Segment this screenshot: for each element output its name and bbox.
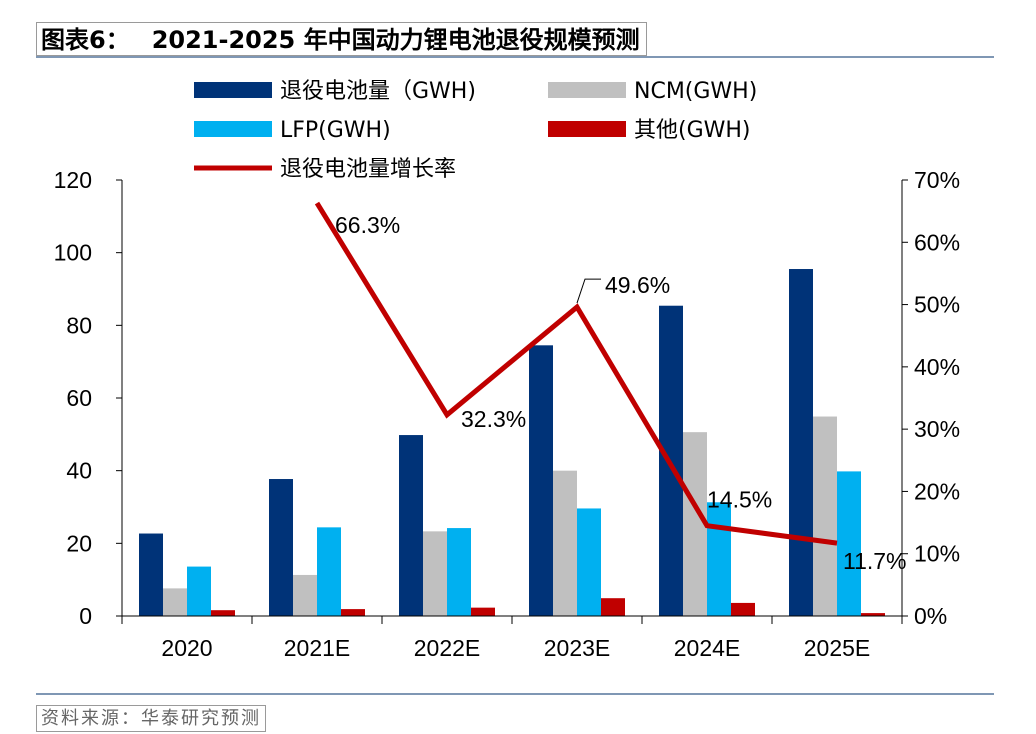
right-tick-label: 20% [914,478,960,504]
bar-2-2021E [293,574,317,616]
legend-label: NCM(GWH) [634,79,757,104]
figure-title: 图表6： 2021-2025 年中国动力锂电池退役规模预测 [36,22,647,56]
legend-label: 退役电池量（GWH) [280,79,476,104]
left-tick-label: 0 [79,603,92,629]
bar-3-2020 [187,566,211,616]
figure-title-text: 2021-2025 年中国动力锂电池退役规模预测 [151,26,640,54]
left-tick-label: 100 [54,240,92,266]
growth-rate-line [314,201,838,546]
bar-4-2022E [471,607,495,616]
bar-2-2025E [813,416,837,616]
bar-group [139,269,885,616]
bar-4-2021E [341,609,365,616]
x-tick-label: 2023E [544,635,611,661]
right-tick-label: 70% [914,167,960,193]
left-tick-label: 80 [66,312,92,338]
bar-2-2023E [553,470,577,616]
left-tick-label: 40 [66,458,92,484]
top-divider [36,56,994,58]
legend-swatch [548,121,626,137]
bar-1-2020 [139,533,163,616]
figure-number: 图表6： [41,26,130,54]
bar-1-2022E [399,435,423,616]
label-leader-line [576,278,601,304]
bar-3-2021E [317,527,341,616]
growth-line-group: 66.3% 32.3% 49.6% 14.5% 11.7% [314,201,907,574]
legend-label: 退役电池量增长率 [280,157,456,182]
legend-label: LFP(GWH) [280,118,391,143]
growth-data-label: 32.3% [461,406,526,432]
growth-data-label: 11.7% [843,548,907,574]
legend-label: 其他(GWH) [634,118,751,143]
bar-4-2023E [601,598,625,616]
right-tick-label: 50% [914,292,960,318]
bar-2-2020 [163,588,187,616]
right-tick-label: 0% [914,603,947,629]
growth-data-label: 49.6% [605,272,670,298]
left-tick-label: 20 [66,530,92,556]
right-tick-label: 10% [914,541,960,567]
x-tick-label: 2022E [414,635,481,661]
legend: 退役电池量（GWH) NCM(GWH) LFP(GWH) 其他(GWH) 退役电池量增长… [194,79,757,182]
bar-2-2024E [683,432,707,616]
left-tick-label: 120 [54,167,92,193]
x-tick-label: 2020 [161,635,212,661]
bar-2-2022E [423,531,447,616]
bar-3-2023E [577,508,601,616]
axes: 0 20 40 60 80 100 120 0% 10% 20% 30% 40% 50% 60% 70% 20… [54,167,960,661]
legend-swatch [548,82,626,98]
legend-swatch [194,82,272,98]
bar-1-2023E [529,345,553,616]
bar-3-2025E [837,471,861,616]
right-tick-label: 40% [914,354,960,380]
growth-data-label: 66.3% [335,212,400,238]
bar-4-2024E [731,602,755,616]
bar-3-2022E [447,528,471,616]
bar-1-2025E [789,269,813,616]
x-tick-label: 2025E [804,635,871,661]
bar-1-2021E [269,479,293,616]
bottom-divider [36,693,994,695]
right-tick-label: 60% [914,229,960,255]
bar-3-2024E [707,502,731,616]
right-tick-label: 30% [914,416,960,442]
bar-4-2020 [211,610,235,616]
legend-swatch [194,121,272,137]
bar-4-2025E [861,613,885,616]
x-tick-label: 2021E [284,635,351,661]
left-tick-label: 60 [66,385,92,411]
x-tick-label: 2024E [674,635,741,661]
growth-data-label: 14.5% [707,487,772,513]
source-note: 资料来源：华泰研究预测 [36,705,266,732]
